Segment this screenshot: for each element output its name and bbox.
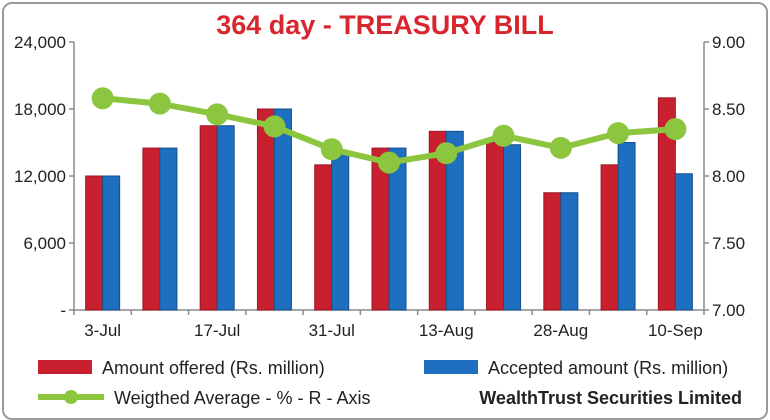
y-left-tick-label: 18,000	[14, 100, 66, 119]
bar-accepted-amount	[445, 130, 464, 311]
weighted-average-point	[91, 87, 114, 110]
y-right-tick-label: 7.50	[712, 234, 745, 253]
bar-accepted-amount	[331, 153, 350, 311]
weighted-average-point	[320, 138, 343, 161]
bar-accepted-amount	[674, 173, 693, 311]
bar-amount-offered	[256, 108, 275, 311]
y-right-tick-label: 7.00	[712, 301, 745, 320]
x-tick-label: 28-Aug	[533, 321, 588, 340]
weighted-average-point	[492, 124, 515, 147]
x-tick-label: 3-Jul	[84, 321, 121, 340]
weighted-average-point	[263, 115, 286, 138]
legend-label-offered: Amount offered (Rs. million)	[102, 358, 325, 378]
weighted-average-point	[206, 103, 229, 126]
y-left-tick-label: 12,000	[14, 167, 66, 186]
legend-marker-weighted	[64, 390, 78, 404]
legend-swatch-offered	[38, 360, 92, 374]
plot-area: - 6,000 12,000 18,000 24,000 7.00 7.50 8.00 8.50…	[14, 33, 745, 340]
weighted-average-point	[549, 136, 572, 159]
x-tick-label: 17-Jul	[194, 321, 240, 340]
bar-amount-offered	[142, 147, 161, 311]
bar-accepted-amount	[617, 142, 636, 311]
y-left-tick-label: 6,000	[23, 234, 66, 253]
weighted-average-point	[664, 118, 687, 141]
bar-amount-offered	[199, 125, 218, 311]
x-tick-label: 10-Sep	[648, 321, 703, 340]
bar-accepted-amount	[388, 147, 407, 311]
bar-accepted-amount	[216, 125, 235, 311]
credit-text: WealthTrust Securities Limited	[479, 388, 742, 408]
weighted-average-point	[378, 151, 400, 174]
weighted-average-point	[607, 122, 630, 145]
bar-accepted-amount	[273, 108, 292, 311]
bar-amount-offered	[314, 164, 333, 311]
bar-accepted-amount	[102, 175, 121, 311]
y-left-tick-label: 24,000	[14, 33, 66, 52]
y-right-tick-label: 9.00	[712, 33, 745, 52]
weighted-average-point	[435, 142, 458, 165]
legend-swatch-accepted	[424, 360, 478, 374]
y-right-tick-label: 8.50	[712, 100, 745, 119]
bar-accepted-amount	[560, 192, 579, 311]
bar-accepted-amount	[503, 144, 522, 311]
x-tick-label: 13-Aug	[419, 321, 474, 340]
y-left-tick-label: -	[60, 301, 66, 320]
weighted-average-point	[148, 92, 171, 115]
bar-amount-offered	[543, 192, 562, 311]
bar-amount-offered	[486, 142, 505, 311]
legend-label-weighted: Weigthed Average - % - R - Axis	[114, 388, 370, 408]
chart-svg: 364 day - TREASURY BILL - 6,000 12,000 18,0…	[14, 10, 745, 408]
y-right-tick-label: 8.00	[712, 167, 745, 186]
legend: Amount offered (Rs. million) Accepted am…	[38, 358, 742, 408]
bar-amount-offered	[85, 175, 104, 311]
legend-label-accepted: Accepted amount (Rs. million)	[488, 358, 728, 378]
bar-accepted-amount	[159, 147, 178, 311]
chart-title: 364 day - TREASURY BILL	[216, 10, 554, 40]
x-tick-label: 31-Jul	[309, 321, 355, 340]
bar-amount-offered	[600, 164, 619, 311]
